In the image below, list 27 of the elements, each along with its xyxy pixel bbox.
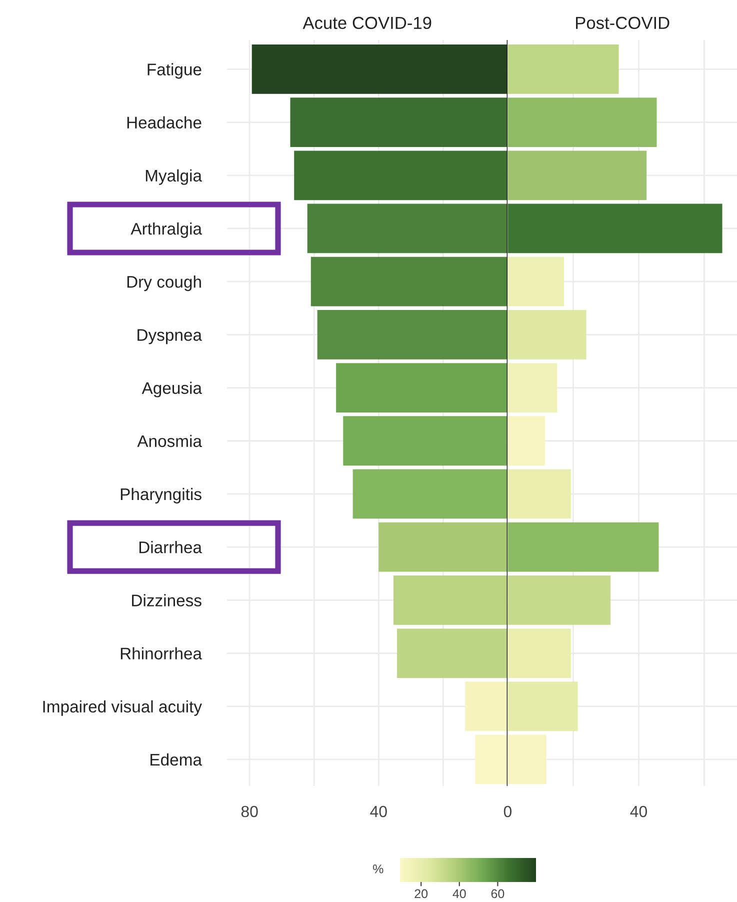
x-tick-label: 40 — [370, 806, 387, 818]
y-tick-label: Fatigue — [148, 63, 202, 79]
x-tick-label: 40 — [630, 806, 647, 818]
y-tick-label: Arthralgia — [130, 222, 202, 238]
color-bar-label: 40 — [452, 889, 466, 898]
y-tick-label: Dizziness — [132, 594, 202, 606]
color-bar-title: % — [373, 864, 384, 874]
chart-title: Acute COVID-19 — [302, 16, 432, 30]
y-tick-label: Impaired visual acuity — [43, 700, 202, 716]
y-tick-label: Pharyngitis — [120, 488, 202, 504]
bar — [508, 416, 546, 466]
y-tick-label: Rhinorrhea — [120, 647, 202, 660]
y-tick-label: Diarrhea — [139, 541, 202, 554]
y-tick-label: Myalgia — [146, 169, 202, 185]
bar — [508, 256, 564, 306]
y-tick-label: Dyspnea — [138, 329, 202, 344]
y-tick-label: Headache — [127, 116, 202, 128]
x-tick-label: 80 — [241, 806, 258, 818]
y-tick-label: Edema — [150, 753, 202, 766]
bar — [508, 363, 558, 412]
y-tick-label: Ageusia — [142, 382, 202, 398]
color-bar-label: 60 — [491, 889, 504, 898]
chart-title: Post-COVID — [576, 16, 670, 30]
color-bar-label: 20 — [414, 889, 428, 898]
y-tick-label: Dry cough — [127, 276, 201, 292]
x-tick-label: 0 — [504, 806, 512, 818]
y-tick-label: Anosmia — [137, 434, 202, 448]
